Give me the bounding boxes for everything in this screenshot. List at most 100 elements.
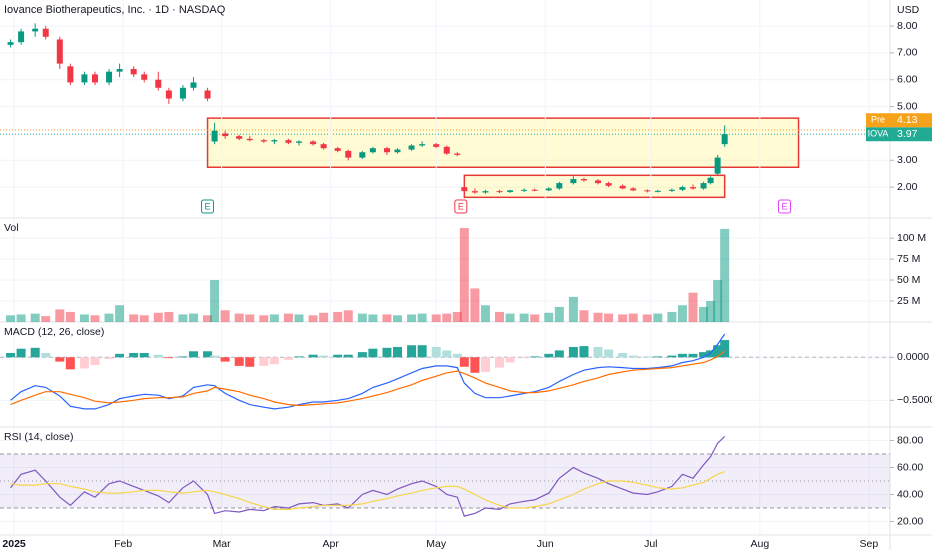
histogram-bar <box>129 352 139 358</box>
x-tick-label: Feb <box>114 538 132 550</box>
volume-bar <box>129 314 139 322</box>
candle-body <box>211 130 218 142</box>
candle-body <box>369 148 376 153</box>
candle-body <box>42 28 49 37</box>
histogram-bar <box>188 351 198 358</box>
x-tick-label: Jun <box>537 538 554 550</box>
y-tick-label: 5.00 <box>897 100 918 112</box>
volume-bar <box>308 315 318 322</box>
mark-layer <box>6 23 932 517</box>
volume-bar <box>554 306 564 322</box>
candle-body <box>507 190 514 192</box>
histogram-bar <box>6 352 16 358</box>
chart-title: Iovance Biotherapeutics, Inc. · 1D · NAS… <box>4 4 226 16</box>
volume-bar <box>259 315 269 322</box>
candle-body <box>179 87 186 99</box>
histogram-bar <box>431 346 441 358</box>
x-tick-label: Aug <box>750 538 769 550</box>
candle-body <box>454 153 461 155</box>
histogram-bar <box>259 357 269 366</box>
volume-bar <box>688 292 698 322</box>
volume-bar <box>459 228 469 322</box>
histogram-bar <box>79 357 89 369</box>
candle-body <box>56 39 63 64</box>
candle-body <box>644 190 651 192</box>
histogram-bar <box>343 354 353 358</box>
candle-body <box>310 141 317 145</box>
histogram-bar <box>604 349 614 358</box>
volume-bar <box>593 312 603 322</box>
candle-body <box>570 179 577 184</box>
volume-bar <box>115 305 125 322</box>
histogram-bar <box>642 356 652 358</box>
histogram-bar <box>153 354 163 358</box>
event-label: E <box>781 201 787 211</box>
candle-body <box>461 187 468 192</box>
histogram-bar <box>667 355 677 358</box>
text-layer: Iovance Biotherapeutics, Inc. · 1D · NAS… <box>2 4 932 550</box>
candle-body <box>271 140 278 142</box>
y-tick-label: 75 M <box>897 253 920 265</box>
volume-bar <box>283 313 293 322</box>
candle-body <box>334 148 341 151</box>
volume-bar <box>104 313 114 322</box>
histogram-bar <box>139 352 149 358</box>
histogram-bar <box>688 353 698 358</box>
volume-bar <box>604 313 614 322</box>
x-tick-label: Jul <box>644 538 657 550</box>
candle-body <box>18 31 25 43</box>
candle-body <box>521 189 528 191</box>
histogram-bar <box>452 353 462 358</box>
y-tick-label: 20.00 <box>897 515 923 527</box>
candle-body <box>67 66 74 83</box>
volume-bar <box>495 311 505 322</box>
highlight-box <box>463 174 726 199</box>
histogram-bar <box>393 346 403 358</box>
volume-bar <box>333 311 343 322</box>
rsi-line <box>10 471 725 510</box>
volume-bar <box>343 310 353 322</box>
histogram-bar <box>245 357 255 367</box>
y-tick-label: 6.00 <box>897 74 918 86</box>
candle-body <box>81 74 88 83</box>
volume-bar <box>579 310 589 322</box>
volume-bar <box>677 305 687 322</box>
histogram-bar <box>593 346 603 358</box>
candle-body <box>190 82 197 88</box>
histogram-bar <box>30 347 40 358</box>
candle-body <box>320 144 327 149</box>
volume-bar <box>642 314 652 322</box>
price-value-box <box>890 127 932 142</box>
volume-bar <box>220 310 230 322</box>
histogram-bar <box>357 352 367 358</box>
candle-body <box>246 138 253 141</box>
candle-body <box>714 157 721 174</box>
volume-bar <box>653 313 663 322</box>
candle-body <box>545 188 552 191</box>
volume-bar <box>431 314 441 322</box>
volume-bar <box>188 313 198 322</box>
candle-body <box>359 152 366 158</box>
volume-bar <box>452 311 462 322</box>
volume-bar <box>519 313 529 322</box>
price-name-box <box>866 113 890 128</box>
histogram-bar <box>234 357 244 366</box>
histogram-bar <box>283 357 293 360</box>
histogram-bar <box>55 357 65 362</box>
y-tick-label: −0.5000 <box>897 394 932 406</box>
y-tick-label: 2.00 <box>897 181 918 193</box>
volume-bar <box>667 311 677 322</box>
volume-bar <box>139 315 149 322</box>
histogram-bar <box>382 347 392 358</box>
y-tick-label: 7.00 <box>897 47 918 59</box>
candle-body <box>707 177 714 184</box>
y-tick-label: 0.0000 <box>897 351 929 363</box>
volume-bar <box>417 313 427 322</box>
histogram-bar <box>442 350 452 358</box>
histogram-bar <box>407 345 417 358</box>
macd-line <box>10 333 726 410</box>
y-tick-label: 60.00 <box>897 461 923 473</box>
histogram-bar <box>579 346 589 358</box>
